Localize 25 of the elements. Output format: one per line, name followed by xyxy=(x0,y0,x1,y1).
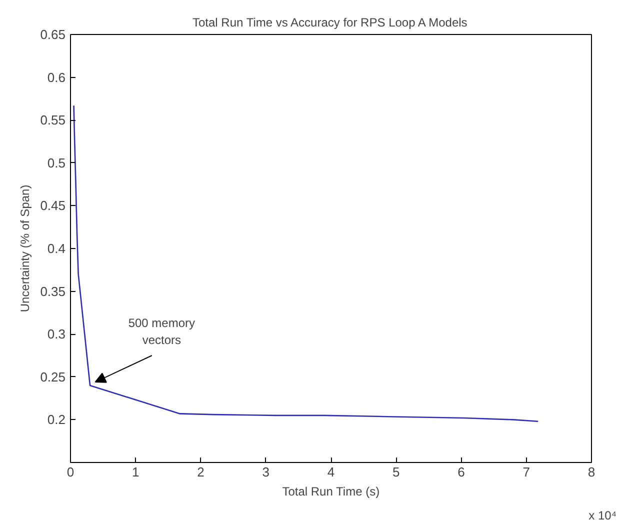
y-tick-label: 0.65 xyxy=(40,27,66,42)
y-tick-label: 0.6 xyxy=(47,70,66,85)
y-tick-label: 0.45 xyxy=(40,198,66,214)
x-tick-label: 5 xyxy=(392,464,400,480)
y-tick-label: 0.3 xyxy=(47,326,66,342)
y-axis-title: Uncertainty (% of Span) xyxy=(18,184,32,312)
chart-title: Total Run Time vs Accuracy for RPS Loop A Models xyxy=(192,16,468,30)
y-tick-label: 0.55 xyxy=(40,112,66,128)
x-tick-label: 4 xyxy=(327,464,335,480)
x-axis-title: Total Run Time (s) xyxy=(282,484,380,498)
x-tick-label: 7 xyxy=(522,464,530,480)
x-tick-label: 0 xyxy=(66,464,74,480)
x-tick-label: 6 xyxy=(458,464,465,480)
annotation: 500 memory vectors xyxy=(128,316,196,347)
x-tick-label: 2 xyxy=(197,464,204,480)
x-tick-label: 1 xyxy=(132,464,140,480)
y-tick-label: 0.4 xyxy=(47,241,66,256)
y-tick-label: 0.5 xyxy=(47,155,66,170)
x-tick-label: 8 xyxy=(588,464,596,480)
text: x 10⁴ xyxy=(588,508,617,522)
line-series xyxy=(73,104,539,422)
y-tick-label: 0.2 xyxy=(47,412,66,428)
y-tick-label: 0.25 xyxy=(40,369,66,384)
y-tick-label: 0.35 xyxy=(40,284,66,299)
x-tick-label: 3 xyxy=(262,464,270,480)
